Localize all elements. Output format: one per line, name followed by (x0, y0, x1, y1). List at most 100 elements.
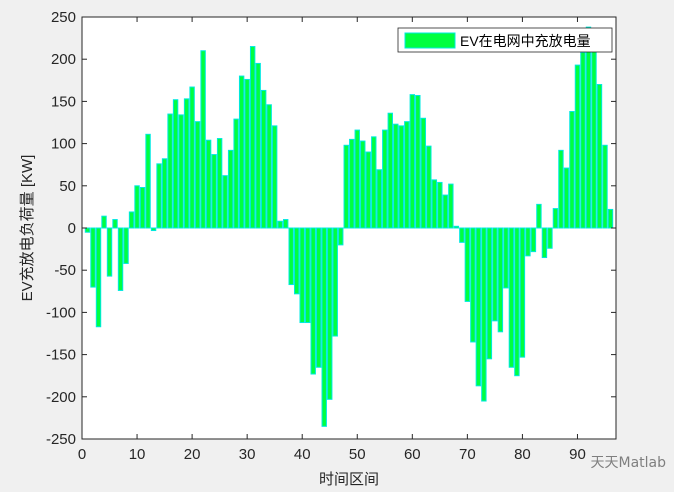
bar (200, 50, 206, 229)
bar (123, 227, 129, 264)
bar (211, 154, 217, 229)
bar (321, 227, 327, 427)
bar (558, 149, 564, 229)
bar (376, 169, 382, 229)
bar (420, 117, 427, 229)
bar (382, 129, 388, 229)
bar (519, 227, 526, 358)
bar (552, 208, 559, 229)
x-tick-label: 10 (129, 446, 146, 463)
bar (453, 225, 460, 229)
legend: EV在电网中充放电量 (397, 27, 613, 53)
bar (332, 227, 338, 337)
bar (271, 125, 278, 229)
bar (525, 227, 531, 257)
bar (216, 138, 223, 229)
y-tick-label: 0 (68, 220, 76, 237)
y-tick-label: -50 (54, 262, 76, 279)
bar (238, 75, 245, 229)
bar (167, 113, 173, 229)
bar (183, 98, 190, 229)
bar (277, 220, 283, 229)
y-tick-label: 150 (51, 93, 76, 110)
bar (398, 125, 405, 229)
bar (222, 175, 228, 229)
y-tick-label: 50 (59, 178, 76, 195)
bar (249, 46, 256, 229)
bar (139, 186, 146, 229)
bar (266, 104, 272, 229)
y-tick-label: -250 (46, 431, 76, 448)
bar (481, 227, 487, 402)
bar (497, 227, 504, 333)
bar (415, 94, 421, 229)
bar (128, 211, 135, 229)
x-tick-label: 20 (184, 446, 201, 463)
bar (360, 140, 366, 229)
bar (338, 227, 344, 246)
bar (161, 158, 168, 229)
bar (514, 227, 520, 377)
x-tick-label: 30 (239, 446, 256, 463)
bar (205, 139, 212, 229)
bar (316, 227, 322, 368)
bar (371, 136, 377, 229)
bar (569, 111, 575, 229)
bar (305, 227, 311, 324)
bar (156, 163, 162, 229)
x-tick-label: 50 (349, 446, 366, 463)
bar (393, 123, 399, 229)
bar (106, 227, 113, 277)
y-tick-label: 200 (51, 51, 76, 68)
bar (260, 89, 267, 229)
bar (189, 86, 195, 229)
bar (244, 78, 250, 229)
bar (431, 179, 438, 229)
bar (602, 144, 608, 229)
x-tick-label: 0 (78, 446, 86, 463)
bar (426, 145, 432, 229)
bar (293, 227, 300, 295)
bar (470, 227, 476, 343)
bar (178, 114, 184, 229)
bar (150, 227, 157, 232)
bar (580, 51, 586, 229)
y-tick-label: 100 (51, 136, 76, 153)
bar (492, 227, 498, 322)
bar (112, 219, 118, 229)
bar (442, 194, 449, 229)
y-tick-label: -150 (46, 347, 76, 364)
bar (437, 181, 443, 229)
bar (475, 227, 482, 387)
bar (574, 64, 581, 229)
bar (134, 185, 140, 229)
bar (448, 183, 454, 229)
bar (233, 118, 239, 229)
bar (541, 227, 548, 259)
bar (365, 151, 371, 229)
x-tick-label: 40 (294, 446, 311, 463)
bar (117, 227, 124, 291)
bar (536, 203, 542, 229)
bar (145, 133, 151, 229)
ticks: 0 10 20 30 40 50 60 70 80 90 -250 -200 -150 -100 -50 0 5… (46, 9, 616, 463)
bar (464, 227, 471, 302)
y-tick-label: 250 (51, 9, 76, 26)
x-tick-label: 70 (459, 446, 476, 463)
bar (282, 219, 289, 229)
bar (299, 227, 305, 324)
bar (404, 121, 410, 229)
bar (310, 227, 316, 375)
bar (459, 227, 465, 243)
bar (596, 84, 603, 229)
legend-swatch (404, 32, 456, 49)
y-tick-label: -100 (46, 304, 76, 321)
legend-label: EV在电网中充放电量 (460, 33, 591, 49)
bar (591, 31, 597, 229)
bar (172, 99, 179, 229)
bar (547, 227, 553, 249)
x-tick-label: 60 (404, 446, 421, 463)
bar (354, 129, 360, 229)
